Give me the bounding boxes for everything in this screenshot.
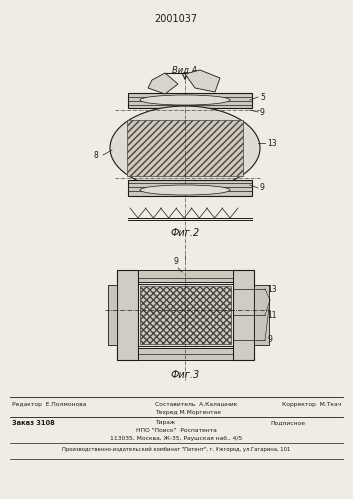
Text: 9: 9 <box>260 107 265 116</box>
Text: 8: 8 <box>93 151 98 160</box>
Bar <box>138 284 233 346</box>
Text: НПО "Поиск"  Роспатента: НПО "Поиск" Роспатента <box>136 428 216 433</box>
Text: 13: 13 <box>267 139 277 148</box>
Text: 9: 9 <box>267 335 272 344</box>
Text: 2001037: 2001037 <box>155 14 198 24</box>
Text: Техред М.Моргентае: Техред М.Моргентае <box>155 410 221 415</box>
Text: 11: 11 <box>267 310 276 319</box>
Text: Корректор  М.Ткач: Корректор М.Ткач <box>282 402 341 407</box>
Text: Подписное: Подписное <box>270 420 305 425</box>
Bar <box>138 348 233 360</box>
Ellipse shape <box>110 106 260 190</box>
Text: 9: 9 <box>174 257 178 266</box>
Bar <box>128 180 252 196</box>
Text: Редактор  Е.Полмонова: Редактор Е.Полмонова <box>12 402 86 407</box>
Bar <box>127 120 243 176</box>
Text: Фиг.2: Фиг.2 <box>170 228 200 238</box>
Text: 113035, Москва, Ж-35, Раушская наб., 4/5: 113035, Москва, Ж-35, Раушская наб., 4/5 <box>110 436 242 441</box>
Ellipse shape <box>140 185 230 195</box>
Text: Производственно-издательский комбинат "Патент", г. Ужгород, ул.Гагарина, 101: Производственно-издательский комбинат "П… <box>62 447 290 452</box>
Polygon shape <box>148 73 178 94</box>
Text: Вид А: Вид А <box>172 66 198 75</box>
Bar <box>140 286 231 344</box>
Bar <box>128 93 252 108</box>
Text: Заказ 3108: Заказ 3108 <box>12 420 55 426</box>
Bar <box>117 270 138 360</box>
Text: Составитель  А.Калашник: Составитель А.Калашник <box>155 402 237 407</box>
Bar <box>108 285 117 345</box>
Bar <box>254 285 269 345</box>
Ellipse shape <box>140 95 230 105</box>
Text: 9: 9 <box>260 184 265 193</box>
Polygon shape <box>185 70 220 92</box>
Text: Тираж: Тираж <box>155 420 175 425</box>
Text: Фиг.3: Фиг.3 <box>170 370 200 380</box>
Text: 5: 5 <box>260 92 265 101</box>
Bar <box>233 270 254 360</box>
Bar <box>138 270 233 282</box>
Text: 13: 13 <box>267 284 277 293</box>
